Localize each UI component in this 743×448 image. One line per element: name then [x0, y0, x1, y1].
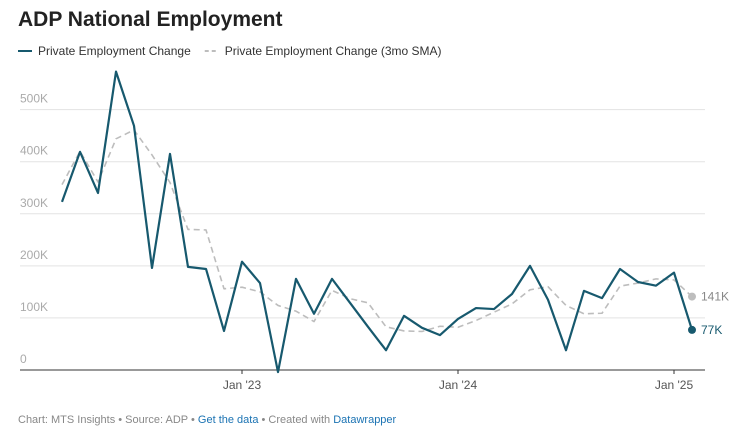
y-tick-label: 100K [20, 300, 48, 314]
x-tick-label: Jan '25 [655, 378, 694, 392]
y-tick-label: 400K [20, 144, 48, 158]
series-line [61, 129, 693, 333]
legend-label: Private Employment Change (3mo SMA) [225, 44, 442, 58]
footer: Chart: MTS Insights • Source: ADP • Get … [18, 414, 397, 426]
end-point [688, 292, 696, 301]
x-tick-label: Jan '24 [439, 378, 478, 392]
end-point [688, 325, 696, 334]
footer-link[interactable]: Datawrapper [333, 414, 396, 426]
end-label: 77K [701, 323, 722, 337]
y-tick-label: 500K [20, 92, 48, 106]
legend-label: Private Employment Change [38, 44, 191, 58]
y-tick-label: 300K [20, 196, 48, 210]
series-line [60, 70, 694, 374]
y-tick-label: 200K [20, 248, 48, 262]
footer-link[interactable]: Get the data [198, 414, 259, 426]
chart-title: ADP National Employment [18, 8, 283, 31]
end-label: 141K [701, 290, 729, 304]
y-tick-label: 0 [20, 352, 27, 366]
footer-text: Chart: MTS Insights • Source: ADP • [18, 414, 198, 426]
x-tick-label: Jan '23 [223, 378, 262, 392]
footer-text: • Created with [258, 414, 333, 426]
